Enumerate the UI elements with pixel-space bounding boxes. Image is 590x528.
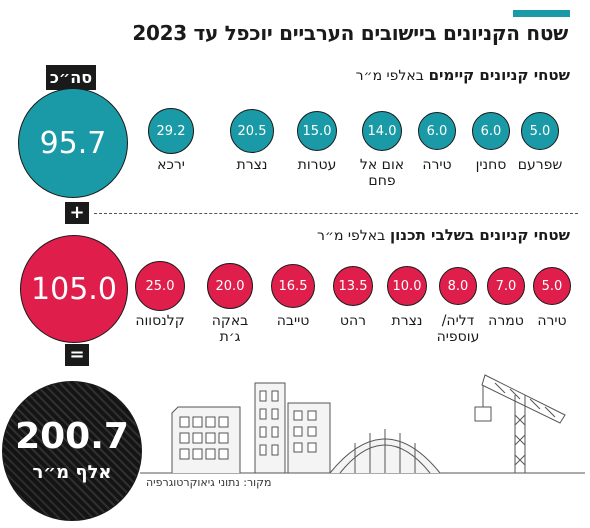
existing-bubble-label: טירה [422,157,451,173]
planned-bubble-label: דליה/עוספיה [437,313,480,345]
existing-bubble: 20.5 [230,109,274,153]
planned-bubble-value: 20.0 [215,278,245,294]
existing-bubble-label: ירכא [157,157,185,173]
existing-bubble: 15.0 [297,111,337,151]
existing-bubble: 6.0 [418,112,456,150]
grand-total-value: 200.7 [15,416,129,457]
planned-bubble-label: טמרה [488,313,524,329]
existing-section-heading: שטחי קניונים קיימים באלפי מ״ר [356,66,570,84]
existing-label-line: אום אל [359,157,405,173]
existing-bubble-value: 29.2 [156,123,186,139]
planned-section-heading: שטחי קניונים בשלבי תכנון באלפי מ״ר [317,226,570,244]
existing-total-circle: 95.7 [18,88,128,198]
planned-bubble-value: 8.0 [447,278,469,294]
existing-bubble-value: 14.0 [367,123,397,139]
existing-bubble-label: עטרות [298,157,337,173]
planned-heading-text: שטחי קניונים בשלבי תכנון [389,226,570,244]
total-tag: סה״כ [46,65,96,90]
existing-label-line: פחם [368,173,396,189]
existing-bubble-label: אום אל פחם [360,157,404,189]
equals-sign: = [65,344,89,366]
existing-bubble: 5.0 [521,112,559,150]
planned-label-line: רהט [339,313,367,329]
existing-label-line: סחנין [475,157,507,173]
planned-total-value: 105.0 [31,271,117,307]
planned-bubble-value: 5.0 [541,278,563,294]
planned-bubble: 20.0 [207,263,253,309]
planned-bubble-value: 13.5 [338,278,368,294]
planned-bubble: 7.0 [487,267,525,305]
existing-label-line: ירכא [157,157,185,173]
planned-label-line: קלנסווה [135,313,185,329]
existing-bubble: 14.0 [362,111,402,151]
existing-bubble-label: סחנין [476,157,507,173]
existing-total-value: 95.7 [39,125,107,161]
city-skyline-illustration [140,374,585,474]
existing-unit: באלפי מ״ר [355,68,424,84]
divider-line [94,213,578,214]
existing-bubble-value: 6.0 [426,123,448,139]
planned-unit: באלפי מ״ר [317,228,386,244]
existing-label-line: נצרת [236,157,268,173]
planned-label-line: באקה [211,313,249,329]
planned-bubble-label: רהט [340,313,366,329]
existing-label-line: שפרעם [517,157,563,173]
planned-bubble-label: נצרת [391,313,422,329]
planned-bubble-value: 25.0 [145,278,175,294]
accent-bar [513,10,570,17]
planned-bubble-label: טירה [537,313,566,329]
existing-bubble-value: 5.0 [529,123,551,139]
planned-bubble-value: 16.5 [278,278,308,294]
existing-bubble: 6.0 [472,112,510,150]
plus-sign: + [65,202,89,224]
existing-bubble-label: נצרת [236,157,267,173]
planned-bubble-label: באקה ג׳ת [212,313,249,345]
planned-label-line: טירה [537,313,567,329]
existing-bubble-label: שפרעם [518,157,563,173]
planned-bubble-value: 10.0 [392,278,422,294]
planned-bubble: 8.0 [439,267,477,305]
planned-label-line: נצרת [391,313,423,329]
existing-bubble: 29.2 [148,108,194,154]
planned-bubble: 10.0 [387,266,427,306]
planned-label-line: עוספיה [436,329,480,345]
planned-label-line: ג׳ת [219,329,241,345]
existing-label-line: עטרות [297,157,337,173]
source-note: מקור: נתוני גיאוקרטוגרפיה [146,476,272,489]
grand-total-unit: אלף מ״ר [32,462,112,483]
planned-bubble: 25.0 [135,261,185,311]
planned-bubble: 5.0 [533,267,571,305]
planned-total-circle: 105.0 [20,235,128,343]
planned-label-line: טמרה [488,313,524,329]
existing-label-line: טירה [422,157,452,173]
planned-label-line: דליה/ [441,313,475,329]
page-title: שטח הקניונים ביישובים הערביים יוכפל עד 2… [132,21,568,45]
planned-bubble-label: טייבה [277,313,310,329]
planned-bubble-value: 7.0 [495,278,517,294]
existing-bubble-value: 6.0 [480,123,502,139]
planned-bubble: 16.5 [271,264,315,308]
planned-bubble: 13.5 [333,266,373,306]
grand-total-circle: 200.7 אלף מ״ר [2,381,142,521]
existing-bubble-value: 20.5 [237,123,267,139]
existing-heading-text: שטחי קניונים קיימים [428,66,570,84]
planned-bubble-label: קלנסווה [135,313,184,329]
existing-bubble-value: 15.0 [302,123,332,139]
planned-label-line: טייבה [276,313,310,329]
